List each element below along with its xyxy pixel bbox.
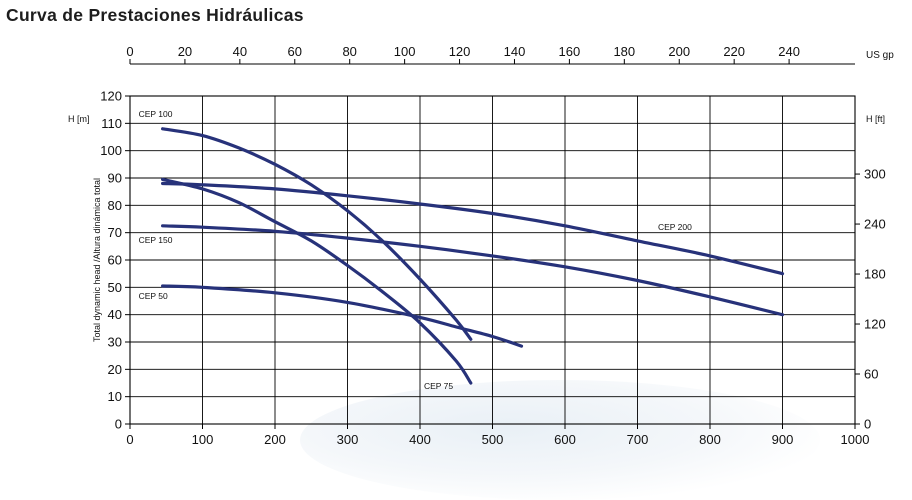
y-tick-label: 90 [108, 171, 122, 186]
series-label-cep-50: CEP 50 [139, 291, 168, 301]
top-axis-unit: US gp [866, 50, 894, 61]
axis-layer: 0 100 200 300 400 500 600 700 800 900 100001020304… [68, 44, 894, 447]
x-tick-label: 900 [772, 432, 794, 447]
top-x-tick-label: 160 [559, 44, 581, 59]
top-x-tick-label: 240 [778, 44, 800, 59]
curve-cep-100 [161, 127, 473, 341]
curve-cep-50 [161, 284, 524, 348]
y-right-tick-label: 240 [864, 217, 886, 232]
y-right-tick-label: 300 [864, 167, 886, 182]
y-right-tick-label: 0 [864, 417, 871, 432]
y-axis-unit: H [m] [68, 114, 90, 124]
x-tick-label: 0 [126, 432, 133, 447]
x-tick-label: 1000 [841, 432, 870, 447]
top-x-tick-label: 100 [394, 44, 416, 59]
y-tick-label: 40 [108, 307, 122, 322]
y-right-tick-label: 120 [864, 317, 886, 332]
x-tick-label: 500 [482, 432, 504, 447]
series-label-cep-200: CEP 200 [658, 222, 692, 232]
y-tick-label: 50 [108, 280, 122, 295]
top-x-tick-label: 140 [504, 44, 526, 59]
x-tick-label: 400 [409, 432, 431, 447]
y-tick-label: 110 [101, 116, 122, 131]
chart-title: Curva de Prestaciones Hidráulicas [6, 5, 304, 25]
top-x-tick-label: 180 [613, 44, 635, 59]
x-tick-label: 300 [337, 432, 359, 447]
series-label-cep-75: CEP 75 [424, 381, 453, 391]
y-tick-label: 30 [108, 335, 122, 350]
grid-layer [130, 96, 855, 424]
series-label-cep-100: CEP 100 [139, 109, 173, 119]
curve-cep-75 [161, 177, 473, 385]
x-tick-label: 700 [627, 432, 649, 447]
performance-chart: 0 100 200 300 400 500 600 700 800 900 100001020304… [68, 44, 894, 447]
x-tick-label: 200 [264, 432, 286, 447]
label-layer: CEP 100 CEP 200 CEP 150 CEP 75 CEP 50 [139, 109, 693, 391]
top-x-tick-label: 80 [342, 44, 356, 59]
x-tick-label: 800 [699, 432, 721, 447]
curve-layer [161, 127, 785, 385]
y-right-tick-label: 60 [864, 367, 878, 382]
top-x-tick-label: 0 [126, 44, 133, 59]
y-tick-label: 100 [100, 143, 122, 158]
y-right-axis-unit: H [ft] [866, 114, 885, 124]
top-x-tick-label: 200 [668, 44, 690, 59]
y-axis-label: Total dynamic head /Altura dinámica tota… [92, 178, 102, 342]
y-tick-label: 60 [108, 253, 122, 268]
x-tick-label: 600 [554, 432, 576, 447]
top-x-tick-label: 40 [233, 44, 247, 59]
y-tick-label: 80 [108, 198, 122, 213]
y-tick-label: 20 [108, 362, 122, 377]
top-x-tick-label: 220 [723, 44, 745, 59]
y-right-tick-label: 180 [864, 267, 886, 282]
y-tick-label: 10 [108, 389, 122, 404]
top-x-tick-label: 20 [178, 44, 192, 59]
series-label-cep-150: CEP 150 [139, 235, 173, 245]
top-x-tick-label: 60 [288, 44, 302, 59]
curve-cep-200 [161, 181, 785, 276]
y-tick-label: 120 [100, 89, 122, 104]
y-tick-label: 0 [115, 417, 122, 432]
y-tick-label: 70 [108, 225, 122, 240]
x-tick-label: 100 [192, 432, 214, 447]
curve-cep-150 [161, 224, 785, 317]
top-x-tick-label: 120 [449, 44, 471, 59]
